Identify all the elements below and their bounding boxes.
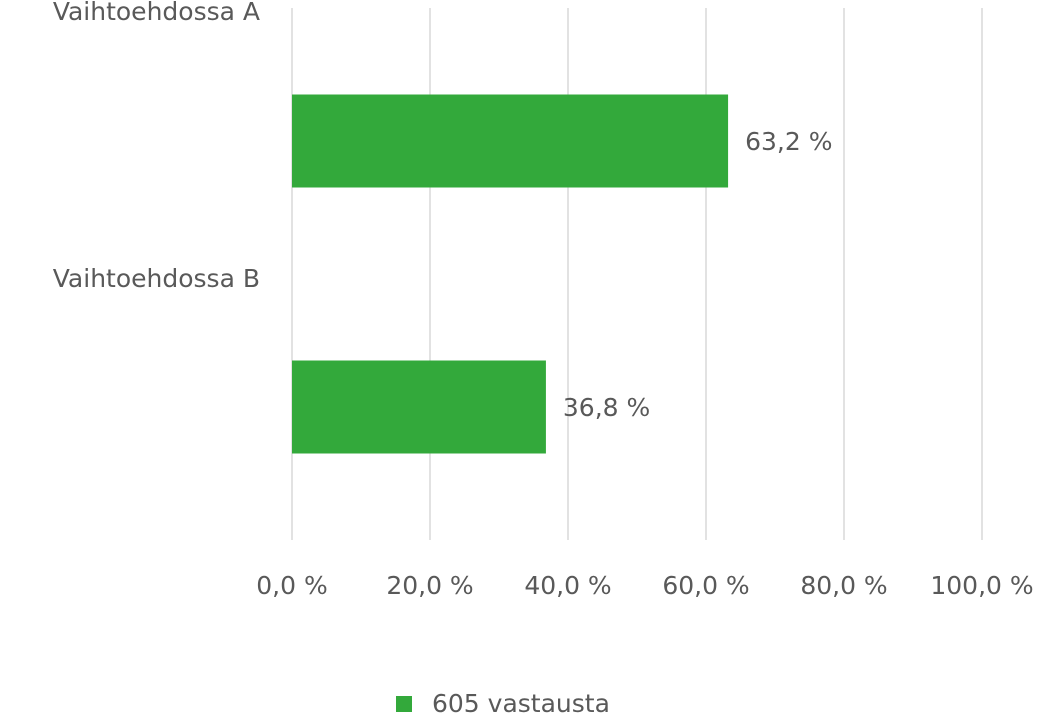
- bar: [292, 94, 729, 188]
- data-label: 36,8 %: [563, 393, 650, 422]
- x-tick-label: 60,0 %: [662, 571, 749, 600]
- x-tick-label: 20,0 %: [386, 571, 473, 600]
- x-tick-label: 100,0 %: [930, 571, 1033, 600]
- x-tick-label: 40,0 %: [524, 571, 611, 600]
- x-tick-label: 0,0 %: [256, 571, 327, 600]
- legend-swatch: [396, 696, 412, 712]
- y-tick-label: Vaihtoehdossa A: [53, 0, 260, 26]
- y-tick-label: Vaihtoehdossa B: [53, 264, 260, 293]
- x-tick-label: 80,0 %: [800, 571, 887, 600]
- bar: [292, 360, 546, 454]
- legend-label: 605 vastausta: [432, 689, 610, 717]
- data-label: 63,2 %: [745, 127, 832, 156]
